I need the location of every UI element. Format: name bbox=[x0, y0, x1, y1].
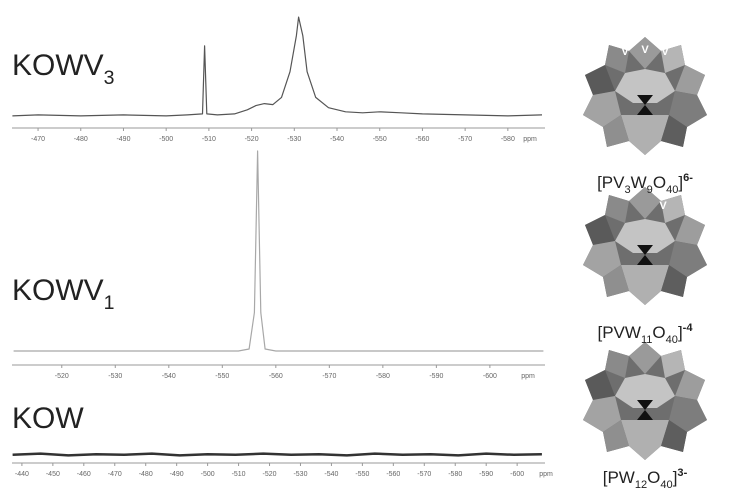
spectrum bbox=[13, 150, 544, 352]
label-part: 3 bbox=[104, 67, 115, 89]
label-part: ] bbox=[678, 323, 683, 342]
x-tick-label: -510 bbox=[202, 136, 216, 143]
x-tick-label: -500 bbox=[159, 136, 173, 143]
label-part: [PV bbox=[597, 173, 625, 192]
x-tick-label: -530 bbox=[287, 136, 301, 143]
label-part: W bbox=[631, 173, 647, 192]
x-tick-label: -520 bbox=[245, 136, 259, 143]
x-tick-label: -510 bbox=[232, 471, 246, 478]
x-tick-label: -480 bbox=[139, 471, 153, 478]
label-part: O bbox=[647, 468, 660, 487]
formula-label: [PW12O40]3- bbox=[603, 467, 688, 488]
x-tick-label: -590 bbox=[479, 471, 493, 478]
x-axis-label: ppm bbox=[523, 136, 537, 143]
label-part: 11 bbox=[641, 334, 652, 346]
label-part: 12 bbox=[635, 479, 647, 488]
x-tick-label: -560 bbox=[386, 471, 400, 478]
x-tick-label: -470 bbox=[31, 136, 45, 143]
label-part: 40 bbox=[660, 479, 672, 488]
x-tick-label: -540 bbox=[162, 373, 176, 380]
label-part: ] bbox=[673, 468, 678, 487]
structure-mark: V bbox=[661, 46, 669, 58]
label-part: [PW bbox=[603, 468, 635, 487]
label-part: O bbox=[652, 323, 665, 342]
label-part: 3- bbox=[677, 467, 687, 479]
label-part: 1 bbox=[104, 292, 115, 314]
structure-mark: V bbox=[659, 200, 667, 212]
x-tick-label: -520 bbox=[55, 373, 69, 380]
label-part: KOWV bbox=[12, 49, 104, 82]
label-part: 6- bbox=[683, 172, 693, 184]
x-tick-label: -570 bbox=[458, 136, 472, 143]
x-tick-label: -570 bbox=[417, 471, 431, 478]
x-axis-label: ppm bbox=[539, 471, 553, 478]
x-tick-label: -520 bbox=[263, 471, 277, 478]
sample-label: KOW bbox=[12, 402, 84, 435]
label-part: KOWV bbox=[12, 274, 104, 307]
spectrum bbox=[12, 452, 542, 457]
x-tick-label: -580 bbox=[376, 373, 390, 380]
label-part: O bbox=[653, 173, 666, 192]
formula-label: [PV3W9O40]6- bbox=[597, 172, 693, 196]
x-tick-label: -490 bbox=[170, 471, 184, 478]
x-tick-label: -480 bbox=[74, 136, 88, 143]
x-tick-label: -460 bbox=[77, 471, 91, 478]
label-part: 40 bbox=[666, 334, 678, 346]
x-tick-label: -490 bbox=[116, 136, 130, 143]
x-tick-label: -540 bbox=[324, 471, 338, 478]
x-tick-label: -470 bbox=[108, 471, 122, 478]
label-part: ] bbox=[678, 173, 683, 192]
structure-mark: V bbox=[641, 44, 649, 56]
structure-mark: V bbox=[621, 46, 629, 58]
label-part: KOW bbox=[12, 402, 84, 435]
label-part: 40 bbox=[666, 184, 678, 196]
x-tick-label: -560 bbox=[415, 136, 429, 143]
x-tick-label: -500 bbox=[201, 471, 215, 478]
x-tick-label: -580 bbox=[448, 471, 462, 478]
x-tick-label: -530 bbox=[108, 373, 122, 380]
x-axis-label: ppm bbox=[521, 373, 535, 380]
x-tick-label: -550 bbox=[355, 471, 369, 478]
label-part: [PVW bbox=[597, 323, 640, 342]
x-tick-label: -540 bbox=[330, 136, 344, 143]
x-tick-label: -440 bbox=[15, 471, 29, 478]
x-tick-label: -550 bbox=[373, 136, 387, 143]
x-tick-label: -450 bbox=[46, 471, 60, 478]
label-part: 9 bbox=[647, 184, 653, 196]
x-tick-label: -570 bbox=[322, 373, 336, 380]
structure bbox=[583, 342, 707, 460]
spectrum bbox=[12, 16, 543, 117]
x-tick-label: -560 bbox=[269, 373, 283, 380]
x-tick-label: -530 bbox=[293, 471, 307, 478]
sample-label: KOWV3 bbox=[12, 49, 115, 89]
x-tick-label: -600 bbox=[510, 471, 524, 478]
x-tick-label: -550 bbox=[215, 373, 229, 380]
x-tick-label: -600 bbox=[483, 373, 497, 380]
x-tick-label: -580 bbox=[501, 136, 515, 143]
structure bbox=[583, 187, 707, 305]
x-tick-label: -590 bbox=[429, 373, 443, 380]
label-part: -4 bbox=[683, 322, 694, 334]
label-part: 3 bbox=[624, 184, 630, 196]
sample-label: KOWV1 bbox=[12, 274, 115, 314]
formula-label: [PVW11O40]-4 bbox=[597, 322, 693, 346]
